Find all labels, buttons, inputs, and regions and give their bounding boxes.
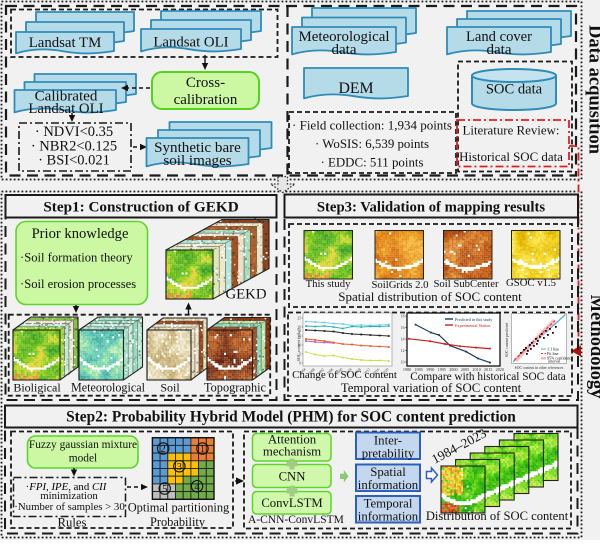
svg-text:Distribution of SOC content: Distribution of SOC content <box>426 509 569 523</box>
svg-text:15: 15 <box>297 334 301 338</box>
svg-text:Experimental Station: Experimental Station <box>455 323 491 328</box>
svg-text:2: 2 <box>161 444 166 455</box>
svg-text:GSOC v1.5: GSOC v1.5 <box>506 277 556 289</box>
svg-text:14: 14 <box>401 337 405 341</box>
svg-text:Step2: Probability Hybrid Mode: Step2: Probability Hybrid Model (PHM) fo… <box>66 408 516 425</box>
svg-text:5: 5 <box>162 484 167 495</box>
svg-text:Rules: Rules <box>58 516 87 530</box>
svg-text:16: 16 <box>401 326 405 330</box>
svg-text:data: data <box>487 42 512 58</box>
svg-text:·Soil formation theory: ·Soil formation theory <box>20 251 133 265</box>
svg-text:Meteorological: Meteorological <box>71 381 146 395</box>
svg-text:·Number of samples > 30: ·Number of samples > 30 <box>14 501 124 513</box>
svg-text:3: 3 <box>177 462 182 473</box>
svg-text:Probability: Probability <box>150 515 206 529</box>
svg-text:Methodology: Methodology <box>586 295 600 400</box>
svg-text:soil images: soil images <box>163 153 231 169</box>
svg-text:Spatial distribution of SOC co: Spatial distribution of SOC content <box>338 289 522 304</box>
svg-text:ConvLSTM: ConvLSTM <box>261 496 322 510</box>
svg-text:Landsat OLI: Landsat OLI <box>153 35 228 51</box>
svg-text:DEM: DEM <box>338 80 373 97</box>
svg-text:Fuzzy gaussian mixture: Fuzzy gaussian mixture <box>29 439 137 451</box>
svg-text:18: 18 <box>401 314 405 318</box>
svg-text:CNN: CNN <box>279 469 306 483</box>
svg-text:data: data <box>332 42 357 58</box>
svg-text:Optimal partitioning: Optimal partitioning <box>128 501 230 515</box>
svg-text:Step1: Construction of GEKD: Step1: Construction of GEKD <box>43 199 238 216</box>
svg-text:· BSI<0.021: · BSI<0.021 <box>38 153 110 169</box>
svg-text:Spatial: Spatial <box>370 465 406 479</box>
svg-text:· Field collection: 1,934 poin: · Field collection: 1,934 points <box>292 118 452 133</box>
svg-text:Literature Review:: Literature Review: <box>463 124 560 138</box>
svg-text:interval: interval <box>548 359 561 364</box>
svg-text:Historical SOC data: Historical SOC data <box>459 150 563 164</box>
svg-text:model: model <box>69 453 97 465</box>
svg-text:information: information <box>358 478 419 492</box>
svg-text:· EDDC: 511 points: · EDDC: 511 points <box>320 156 423 170</box>
svg-text:SOC data: SOC data <box>486 82 543 98</box>
svg-text:calibration: calibration <box>174 92 238 108</box>
svg-text:0: 0 <box>299 361 301 365</box>
svg-text:Change of SOC content: Change of SOC content <box>292 369 397 381</box>
svg-text:SOC content predicted: SOC content predicted <box>505 323 509 358</box>
svg-text:pretability: pretability <box>362 447 415 461</box>
svg-text:GEKD: GEKD <box>225 287 266 303</box>
svg-text:Inter-: Inter- <box>374 434 402 448</box>
svg-text:Bioligical: Bioligical <box>13 381 61 395</box>
svg-text:Soil: Soil <box>160 381 180 395</box>
svg-text:Temporal: Temporal <box>364 497 413 511</box>
svg-text:25: 25 <box>297 316 301 320</box>
svg-text:Data acquisition: Data acquisition <box>585 25 600 155</box>
svg-text:12: 12 <box>401 349 405 353</box>
svg-text:SOC content in other reference: SOC content in other references <box>515 366 564 370</box>
svg-text:information: information <box>358 510 419 524</box>
svg-text:5: 5 <box>299 352 301 356</box>
svg-text:A-CNN-ConvLSTM: A-CNN-ConvLSTM <box>248 514 344 526</box>
svg-text:1: 1 <box>200 444 205 455</box>
svg-text:Temporal variation of SOC cont: Temporal variation of SOC content <box>341 381 522 395</box>
svg-text:10: 10 <box>401 360 405 364</box>
svg-text:Predicted in this study: Predicted in this study <box>455 317 493 322</box>
svg-text:Cross-: Cross- <box>186 75 225 91</box>
svg-text:4: 4 <box>194 482 200 493</box>
svg-text:Topographic: Topographic <box>204 381 267 395</box>
svg-text:10: 10 <box>297 343 301 347</box>
svg-text:mechanism: mechanism <box>263 445 321 459</box>
svg-text:· WoSIS: 6,539 points: · WoSIS: 6,539 points <box>315 137 429 151</box>
svg-text:Landsat TM: Landsat TM <box>29 35 101 51</box>
svg-text:Step3: Validation of mapping r: Step3: Validation of mapping results <box>317 200 546 216</box>
svg-text:20: 20 <box>297 325 301 329</box>
svg-text:·Soil erosion processes: ·Soil erosion processes <box>20 277 136 291</box>
svg-text:Landsat OLI: Landsat OLI <box>28 101 103 117</box>
svg-text:Prior knowledge: Prior knowledge <box>32 226 129 242</box>
